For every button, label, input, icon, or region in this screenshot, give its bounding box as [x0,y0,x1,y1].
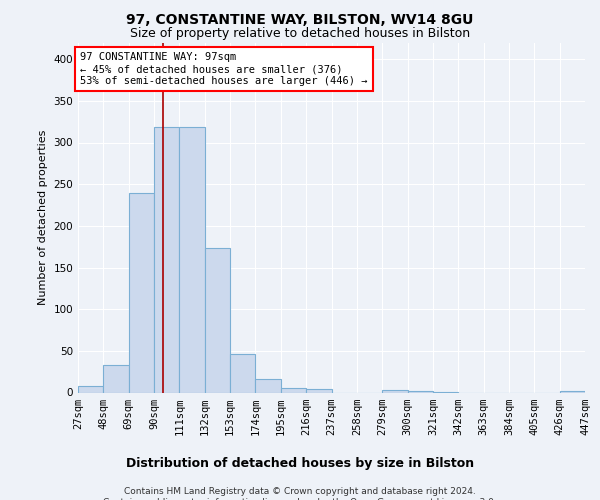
Text: Size of property relative to detached houses in Bilston: Size of property relative to detached ho… [130,28,470,40]
Bar [78,386,103,392]
Text: Contains HM Land Registry data © Crown copyright and database right 2024.
Contai: Contains HM Land Registry data © Crown c… [103,488,497,500]
Text: Distribution of detached houses by size in Bilston: Distribution of detached houses by size … [126,458,474,470]
Bar [154,126,179,392]
Bar [306,389,332,392]
Text: 97 CONSTANTINE WAY: 97sqm
← 45% of detached houses are smaller (376)
53% of semi: 97 CONSTANTINE WAY: 97sqm ← 45% of detac… [80,52,368,86]
Bar [407,391,433,392]
Bar [179,126,205,392]
Bar [281,388,306,392]
Y-axis label: Number of detached properties: Number of detached properties [38,130,48,305]
Text: 97, CONSTANTINE WAY, BILSTON, WV14 8GU: 97, CONSTANTINE WAY, BILSTON, WV14 8GU [127,12,473,26]
Bar [256,379,281,392]
Bar [129,194,154,392]
Bar [382,390,407,392]
Bar [103,365,128,392]
Bar [560,391,585,392]
Bar [230,354,256,393]
Bar [205,248,230,392]
